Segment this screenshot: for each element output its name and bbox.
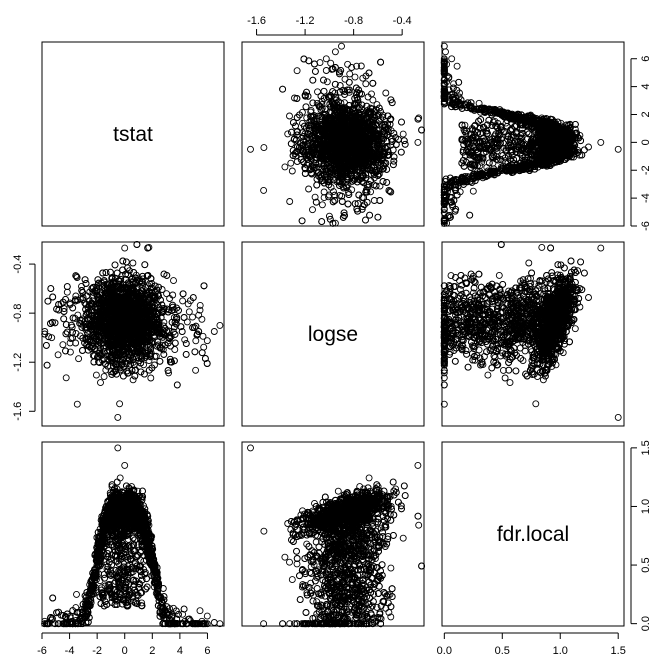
data-point bbox=[260, 144, 268, 152]
data-point bbox=[401, 140, 409, 148]
data-point bbox=[442, 48, 449, 56]
data-point bbox=[415, 114, 423, 122]
data-point bbox=[286, 112, 293, 120]
data-point bbox=[320, 87, 328, 95]
data-point bbox=[318, 218, 326, 226]
data-point bbox=[309, 76, 317, 84]
data-point bbox=[469, 187, 477, 195]
data-point bbox=[322, 67, 330, 74]
data-point bbox=[367, 188, 375, 196]
data-point bbox=[311, 67, 319, 75]
data-point bbox=[312, 117, 320, 125]
data-point bbox=[247, 145, 254, 153]
data-point bbox=[345, 78, 353, 86]
data-point bbox=[386, 187, 394, 195]
data-point bbox=[369, 96, 377, 104]
data-point bbox=[281, 163, 289, 171]
data-point bbox=[320, 76, 327, 84]
data-point bbox=[338, 42, 345, 50]
data-point bbox=[284, 130, 292, 138]
data-point bbox=[385, 187, 393, 194]
data-point bbox=[368, 90, 375, 98]
data-point bbox=[322, 55, 330, 63]
data-point bbox=[293, 67, 301, 75]
data-point bbox=[383, 178, 391, 186]
data-point bbox=[344, 60, 352, 68]
data-point bbox=[362, 80, 370, 88]
data-point bbox=[414, 138, 422, 146]
data-point bbox=[298, 217, 306, 225]
data-point bbox=[314, 88, 321, 96]
data-point bbox=[309, 206, 316, 214]
data-point bbox=[340, 183, 347, 191]
data-point bbox=[287, 159, 295, 167]
data-point bbox=[302, 103, 310, 111]
scatter-tstat-vs-fdr.local bbox=[440, 42, 622, 227]
data-point bbox=[377, 58, 385, 66]
data-point bbox=[614, 145, 622, 153]
data-point bbox=[323, 78, 331, 86]
data-point bbox=[287, 140, 295, 148]
data-point bbox=[341, 75, 349, 83]
data-point bbox=[291, 94, 298, 102]
data-point bbox=[309, 99, 317, 107]
data-point bbox=[288, 167, 296, 175]
data-point bbox=[597, 138, 605, 146]
variable-label-tstat: tstat bbox=[113, 123, 153, 146]
data-point bbox=[359, 74, 367, 82]
data-point bbox=[453, 62, 461, 70]
data-point bbox=[279, 85, 287, 93]
data-point bbox=[398, 118, 405, 126]
data-point bbox=[369, 79, 377, 87]
data-point bbox=[370, 197, 378, 204]
data-point bbox=[325, 212, 333, 220]
data-point bbox=[374, 213, 382, 221]
data-point bbox=[316, 59, 324, 67]
data-point bbox=[311, 193, 319, 201]
data-point bbox=[373, 101, 381, 109]
data-point bbox=[366, 211, 374, 219]
data-point bbox=[346, 70, 354, 78]
scatter-tstat-vs-logse bbox=[247, 42, 426, 227]
data-point bbox=[260, 186, 268, 194]
data-point bbox=[305, 185, 313, 193]
data-point bbox=[311, 60, 318, 68]
data-point bbox=[348, 64, 356, 71]
data-point bbox=[318, 201, 326, 209]
data-point bbox=[359, 203, 367, 211]
data-point bbox=[344, 200, 352, 208]
data-point bbox=[399, 130, 407, 138]
data-point bbox=[353, 62, 361, 70]
panel-tstat-tstat bbox=[41, 41, 225, 227]
data-point bbox=[448, 55, 456, 63]
data-point bbox=[397, 148, 405, 156]
data-point bbox=[382, 89, 390, 97]
data-point bbox=[585, 143, 592, 151]
data-point bbox=[390, 153, 398, 161]
data-point bbox=[320, 188, 328, 196]
data-point bbox=[387, 188, 395, 196]
data-point bbox=[286, 198, 294, 205]
data-point bbox=[331, 48, 339, 56]
data-point bbox=[357, 62, 365, 70]
data-point bbox=[351, 73, 359, 81]
data-point bbox=[299, 129, 306, 137]
data-point bbox=[313, 181, 321, 189]
data-point bbox=[331, 219, 339, 227]
